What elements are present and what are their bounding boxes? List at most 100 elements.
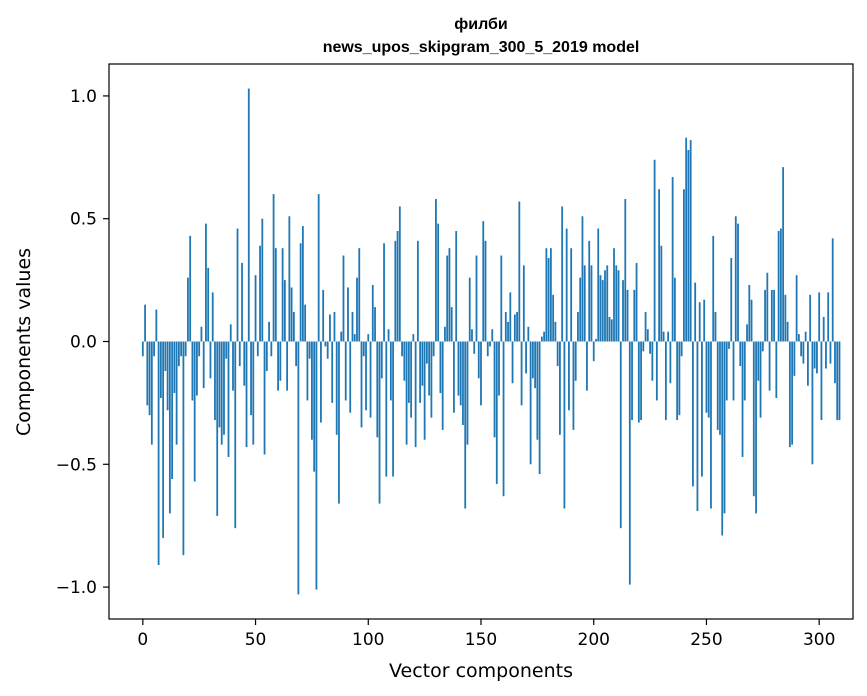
bar-85 — [333, 312, 336, 342]
bar-268 — [746, 324, 748, 342]
bar-252 — [710, 341, 712, 509]
bar-134 — [444, 326, 446, 342]
bar-208 — [610, 319, 613, 342]
bar-151 — [482, 221, 485, 342]
bar-92 — [349, 341, 352, 413]
bar-18 — [182, 341, 185, 556]
bar-105 — [378, 341, 381, 504]
x-tick-label: 0 — [137, 630, 148, 650]
bar-242 — [687, 149, 690, 342]
bar-239 — [680, 341, 683, 357]
y-tick-label: −1.0 — [56, 578, 97, 598]
bar-292 — [800, 341, 803, 357]
bar-39 — [229, 324, 232, 342]
bar-93 — [351, 312, 354, 342]
bar-166 — [516, 312, 518, 342]
bar-119 — [410, 341, 413, 418]
bar-231 — [662, 331, 665, 342]
bar-288 — [791, 341, 794, 445]
bar-81 — [324, 341, 327, 347]
bar-88 — [340, 331, 343, 342]
bar-286 — [786, 321, 789, 342]
bar-42 — [236, 228, 239, 342]
bar-282 — [777, 230, 780, 342]
bar-53 — [261, 218, 264, 342]
bar-167 — [518, 201, 521, 342]
bar-116 — [403, 341, 406, 381]
bar-154 — [489, 341, 491, 347]
bar-118 — [407, 341, 410, 403]
bar-31 — [211, 292, 214, 342]
bar-262 — [732, 341, 735, 401]
bar-194 — [579, 277, 582, 342]
bar-123 — [419, 341, 422, 403]
bar-80 — [322, 289, 325, 342]
bar-215 — [626, 289, 629, 342]
x-tick-label: 150 — [465, 630, 497, 650]
bar-293 — [802, 341, 805, 364]
bar-112 — [394, 240, 397, 342]
bar-146 — [471, 329, 473, 342]
bar-group — [141, 88, 841, 595]
bar-62 — [281, 248, 284, 342]
bar-20 — [187, 277, 189, 342]
bar-135 — [446, 255, 449, 342]
bar-33 — [216, 341, 219, 516]
bar-97 — [360, 341, 363, 428]
bar-147 — [473, 341, 476, 354]
bar-74 — [308, 341, 311, 359]
bar-265 — [739, 341, 742, 367]
bar-57 — [270, 341, 273, 357]
bar-130 — [435, 199, 437, 342]
bar-101 — [369, 341, 372, 418]
bar-270 — [750, 299, 753, 342]
y-tick-label: −0.5 — [56, 455, 97, 475]
x-tick-label: 200 — [578, 630, 610, 650]
bar-126 — [425, 341, 428, 364]
bar-29 — [207, 267, 210, 342]
bar-254 — [714, 312, 717, 342]
bar-22 — [191, 341, 194, 401]
bar-38 — [227, 341, 230, 457]
bar-229 — [658, 189, 661, 342]
bar-181 — [549, 248, 552, 342]
bar-114 — [398, 206, 401, 342]
bar-213 — [622, 280, 624, 342]
bar-122 — [416, 240, 419, 342]
bar-202 — [597, 228, 600, 342]
bar-247 — [698, 302, 701, 342]
bar-49 — [252, 341, 255, 445]
bar-14 — [173, 341, 176, 394]
bar-32 — [214, 341, 216, 421]
bar-37 — [225, 341, 228, 359]
bar-82 — [326, 341, 329, 359]
bar-171 — [527, 326, 530, 342]
bar-7 — [157, 341, 160, 565]
bar-175 — [536, 341, 539, 440]
bar-13 — [171, 341, 174, 480]
bar-240 — [683, 189, 685, 342]
bar-98 — [362, 341, 365, 357]
bar-191 — [572, 341, 575, 430]
bar-100 — [367, 334, 370, 342]
bar-165 — [513, 314, 516, 342]
bar-66 — [290, 287, 293, 342]
bar-186 — [561, 206, 564, 342]
bar-273 — [757, 341, 760, 381]
bar-9 — [162, 341, 165, 538]
bar-179 — [545, 248, 548, 342]
bar-300 — [818, 292, 821, 342]
bar-131 — [437, 223, 440, 342]
bar-99 — [365, 341, 367, 411]
bar-178 — [543, 331, 546, 342]
x-axis-label: Vector components — [389, 660, 573, 682]
bar-52 — [259, 245, 261, 342]
bar-221 — [640, 341, 642, 421]
bar-102 — [371, 285, 374, 342]
bar-308 — [836, 341, 839, 421]
bar-174 — [534, 341, 537, 389]
bar-183 — [554, 321, 557, 342]
bar-77 — [315, 341, 318, 590]
bar-269 — [748, 285, 751, 342]
bar-280 — [773, 289, 775, 342]
